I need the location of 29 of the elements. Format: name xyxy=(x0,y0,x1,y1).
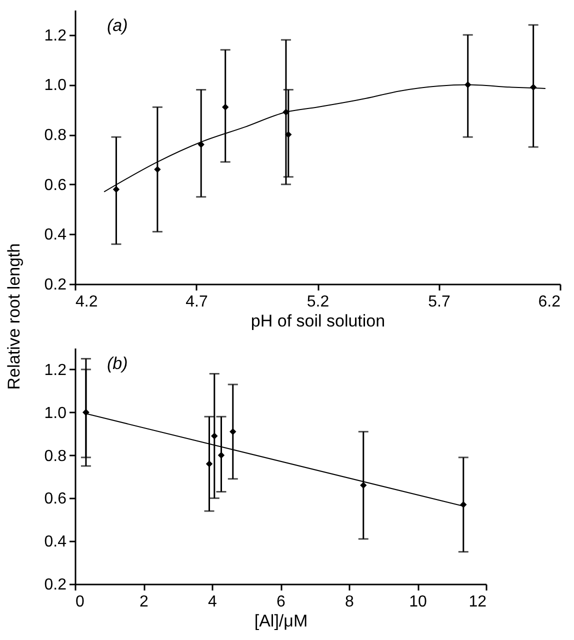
x-tick-label: 8 xyxy=(345,594,354,610)
x-tick-label: 6.2 xyxy=(538,294,561,310)
annotation: (b) xyxy=(107,354,128,373)
y-tick-label: 1.2 xyxy=(44,362,67,379)
x-tick-label: 4.2 xyxy=(76,294,98,310)
x-tick-label: 0 xyxy=(76,594,84,610)
x-axis-title: [Al]/μM xyxy=(254,612,308,630)
x-tick-label: 5.2 xyxy=(306,294,330,310)
y-tick-label: 1.0 xyxy=(44,77,67,94)
x-tick-label: 12 xyxy=(468,594,487,610)
y-tick-label: 0.2 xyxy=(44,276,67,294)
y-tick-label: 0.4 xyxy=(44,226,67,244)
y-tick-label: 1.0 xyxy=(44,404,67,422)
y-tick-label: 0.6 xyxy=(44,176,67,194)
y-tick-label: 0.6 xyxy=(44,490,67,508)
y-tick-label: 1.2 xyxy=(44,27,67,44)
x-tick-label: 6 xyxy=(276,594,286,610)
y-axis-title: Relative root length xyxy=(4,243,24,390)
y-tick-label: 0.2 xyxy=(44,576,67,594)
x-tick-label: 4 xyxy=(208,594,218,610)
y-tick-label: 0.8 xyxy=(44,127,67,144)
x-tick-label: 5.7 xyxy=(428,294,450,310)
x-tick-label: 2 xyxy=(140,594,149,610)
annotation: (a) xyxy=(107,16,128,35)
y-tick-label: 0.8 xyxy=(44,448,67,465)
x-tick-label: 4.7 xyxy=(186,294,208,310)
y-tick-label: 0.4 xyxy=(44,534,67,551)
x-axis-title: pH of soil solution xyxy=(250,312,386,330)
x-tick-label: 10 xyxy=(409,594,427,610)
